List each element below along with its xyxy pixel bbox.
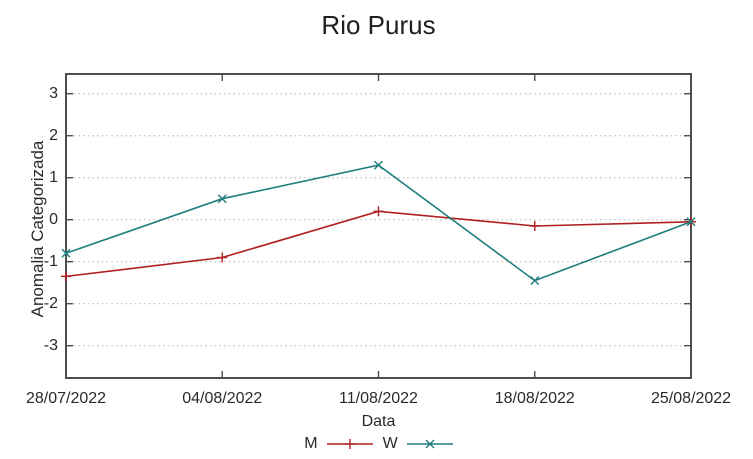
legend-line-sample-m [326,439,373,449]
y-tick-label: -2 [43,294,58,312]
x-tick-label: 18/08/2022 [494,390,575,407]
x-tick-label: 28/07/2022 [25,390,107,407]
legend-entry-m: M [304,435,373,453]
x-tick-label: 25/08/2022 [650,390,732,407]
legend-line-sample-w [406,439,453,449]
series-line-w [65,164,692,282]
y-tick-label: 1 [49,168,58,186]
x-tick-label: 04/08/2022 [182,390,263,407]
y-tick-label: -3 [43,336,58,354]
y-tick-label: 3 [49,84,58,102]
legend-entry-w: W [383,435,453,453]
x-tick-label: 11/08/2022 [339,390,418,407]
y-tick-label: 0 [49,210,58,228]
x-axis-label: Data [361,413,396,430]
y-tick-label: -1 [43,252,58,270]
legend-label-m: M [304,435,318,452]
chart-title: Rio Purus [321,10,436,40]
legend-label-w: W [382,435,398,452]
y-tick-label: 2 [49,126,58,144]
legend: M W [66,434,691,454]
